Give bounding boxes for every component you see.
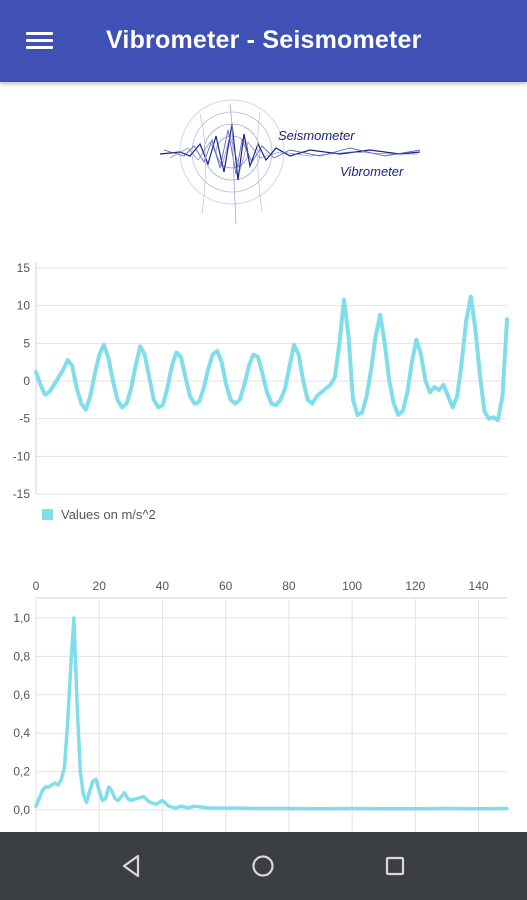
y-tick-label: 0,8 xyxy=(13,649,30,663)
y-tick-label: -15 xyxy=(13,487,31,501)
legend-swatch xyxy=(42,509,53,520)
frequency-spectrum-chart: 0 20 40 60 80 100 120 140 1,0 0,8 0,6 0,4 0,2 0,0 xyxy=(13,579,509,832)
series-line xyxy=(34,294,509,423)
seismogram-graphic-icon xyxy=(159,99,421,225)
menu-line xyxy=(26,32,53,35)
x-tick-label: 120 xyxy=(405,579,425,593)
y-tick-label: 0,0 xyxy=(13,803,30,817)
x-tick-label: 60 xyxy=(219,579,233,593)
x-tick-label: 40 xyxy=(156,579,170,593)
y-tick-label: 5 xyxy=(23,336,30,350)
y-tick-label: 1,0 xyxy=(13,611,30,625)
y-tick-label: 0,2 xyxy=(13,765,30,779)
x-tick-label: 0 xyxy=(33,579,40,593)
logo-text-seismometer: Seismometer xyxy=(278,128,355,143)
circle-home-icon[interactable] xyxy=(247,850,279,882)
system-navigation-bar xyxy=(0,832,527,900)
acceleration-chart: 15 10 5 0 -5 -10 -15 Values on m/s^2 xyxy=(13,261,509,522)
series-line xyxy=(34,616,509,811)
menu-line xyxy=(26,39,53,42)
y-tick-label: 0 xyxy=(23,374,30,388)
seismometer-logo: Seismometer Vibrometer xyxy=(159,99,421,225)
app-bar: Vibrometer - Seismometer xyxy=(0,0,527,82)
x-tick-label: 100 xyxy=(342,579,362,593)
logo-text-vibrometer: Vibrometer xyxy=(340,164,404,179)
menu-line xyxy=(26,46,53,49)
y-tick-label: 10 xyxy=(17,299,31,313)
y-tick-label: 0,4 xyxy=(13,726,30,740)
y-tick-label: 15 xyxy=(17,261,31,275)
x-tick-label: 140 xyxy=(469,579,489,593)
hamburger-menu-icon[interactable] xyxy=(24,28,56,54)
x-tick-label: 80 xyxy=(282,579,296,593)
legend-label: Values on m/s^2 xyxy=(61,507,156,522)
y-tick-label: 0,6 xyxy=(13,688,30,702)
triangle-back-icon[interactable] xyxy=(116,850,148,882)
x-tick-label: 20 xyxy=(93,579,107,593)
app-title: Vibrometer - Seismometer xyxy=(106,26,422,54)
square-recent-apps-icon[interactable] xyxy=(379,850,411,882)
y-tick-label: -5 xyxy=(19,412,30,426)
y-tick-label: -10 xyxy=(13,449,31,463)
